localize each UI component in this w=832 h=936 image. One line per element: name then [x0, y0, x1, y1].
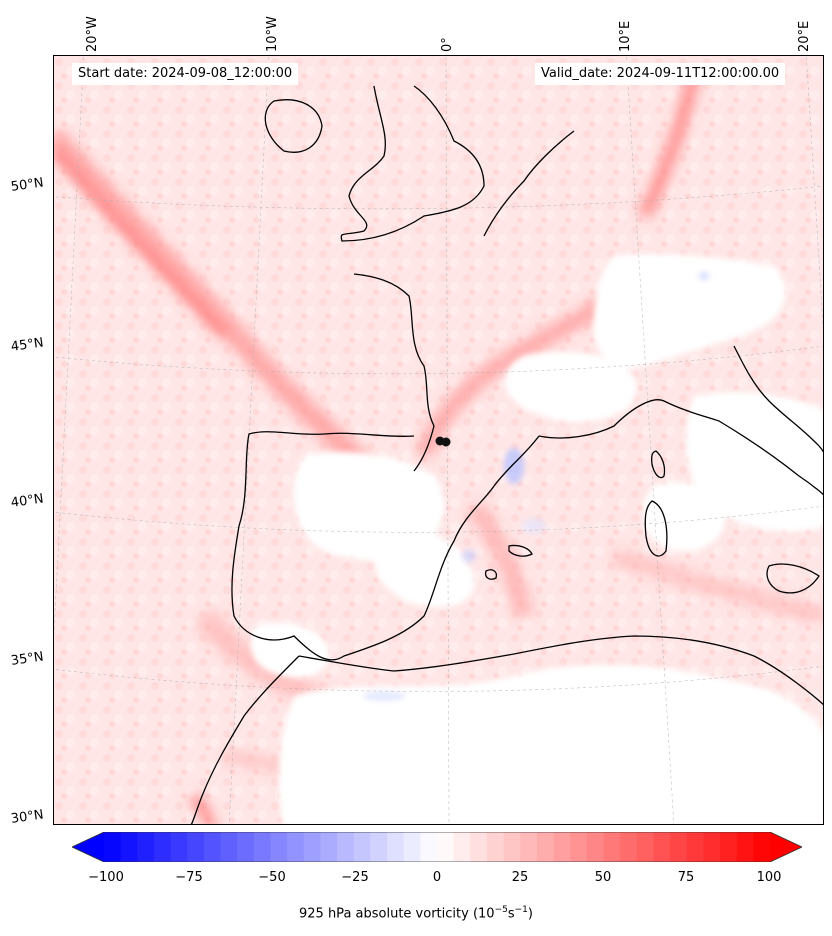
colorbar-cell [603, 832, 621, 862]
valid-date-label: Valid_date: 2024-09-11T12:00:00.00 [535, 63, 786, 85]
colorbar-title: 925 hPa absolute vorticity (10−5s−1) [0, 905, 832, 921]
start-date-label: Start date: 2024-09-08_12:00:00 [72, 63, 299, 85]
colorbar-cell [303, 832, 321, 862]
location-marker [435, 436, 451, 447]
negative-vorticity-specks [362, 272, 709, 701]
colorbar-title-prefix: 925 hPa absolute vorticity (10 [299, 906, 495, 922]
colorbar-tick-100: 100 [756, 870, 782, 885]
colorbar-cell [203, 832, 222, 862]
colorbar-low-extend [72, 832, 104, 862]
colorbar-tick-75: 75 [677, 870, 695, 885]
colorbar-cell [703, 832, 721, 862]
colorbar-tick-50: 50 [594, 870, 612, 885]
lat-label-50n: 50°N [10, 175, 45, 195]
colorbar-tick-neg75: −75 [175, 870, 203, 885]
colorbar-cell [636, 832, 654, 862]
colorbar-cell [353, 832, 371, 862]
colorbar-tick-neg100: −100 [88, 870, 124, 885]
colorbar-cell [670, 832, 688, 862]
colorbar-tick-neg50: −50 [258, 870, 286, 885]
colorbar-title-exp2: −1 [514, 905, 528, 915]
colorbar-cell [753, 832, 771, 862]
colorbar-title-suffix: ) [527, 906, 533, 922]
colorbar-tick-0: 0 [432, 870, 442, 885]
lat-label-45n: 45°N [10, 335, 45, 355]
colorbar-cell [137, 832, 155, 862]
lat-label-40n: 40°N [10, 491, 45, 511]
colorbar-cells [104, 832, 771, 862]
colorbar-title-exp1: −5 [494, 905, 508, 915]
lon-label-20e: 20°E [797, 20, 812, 52]
colorbar-cell [153, 832, 172, 862]
lon-label-10e: 10°E [618, 20, 633, 52]
colorbar-cell [503, 832, 521, 862]
colorbar-cell [370, 832, 388, 862]
colorbar-cell [320, 832, 338, 862]
colorbar-cell [486, 832, 505, 862]
colorbar-cell [287, 832, 305, 862]
vorticity-map [54, 56, 823, 824]
colorbar [72, 832, 802, 862]
colorbar-cell [686, 832, 704, 862]
colorbar-cell [736, 832, 754, 862]
colorbar-cell [237, 832, 255, 862]
colorbar-cell [470, 832, 488, 862]
colorbar-cell [620, 832, 638, 862]
colorbar-tick-neg25: −25 [341, 870, 369, 885]
colorbar-cell [403, 832, 421, 862]
colorbar-cell [104, 832, 122, 862]
map-panel [53, 55, 824, 825]
colorbar-cell [420, 832, 438, 862]
colorbar-tick-25: 25 [511, 870, 529, 885]
lat-label-35n: 35°N [10, 649, 45, 669]
colorbar-cell [170, 832, 188, 862]
colorbar-cell [220, 832, 238, 862]
colorbar-cell [453, 832, 471, 862]
colorbar-cell [720, 832, 738, 862]
lon-label-10w: 10°W [265, 16, 280, 52]
colorbar-cell [520, 832, 538, 862]
near-zero-areas [250, 254, 823, 824]
lon-label-20w: 20°W [85, 16, 100, 52]
colorbar-cell [570, 832, 588, 862]
colorbar-cell [653, 832, 671, 862]
colorbar-cell [337, 832, 355, 862]
coastlines [190, 85, 823, 824]
lat-label-30n: 30°N [10, 807, 45, 827]
colorbar-cell [586, 832, 604, 862]
lon-label-0: 0° [440, 37, 455, 52]
colorbar-cell [187, 832, 205, 862]
colorbar-cell [536, 832, 555, 862]
colorbar-cell [120, 832, 138, 862]
colorbar-cell [253, 832, 271, 862]
colorbar-cell [387, 832, 405, 862]
colorbar-title-mid: s [507, 906, 515, 922]
colorbar-cell [270, 832, 288, 862]
colorbar-cell [553, 832, 571, 862]
colorbar-cell [437, 832, 455, 862]
colorbar-high-extend [770, 832, 802, 862]
